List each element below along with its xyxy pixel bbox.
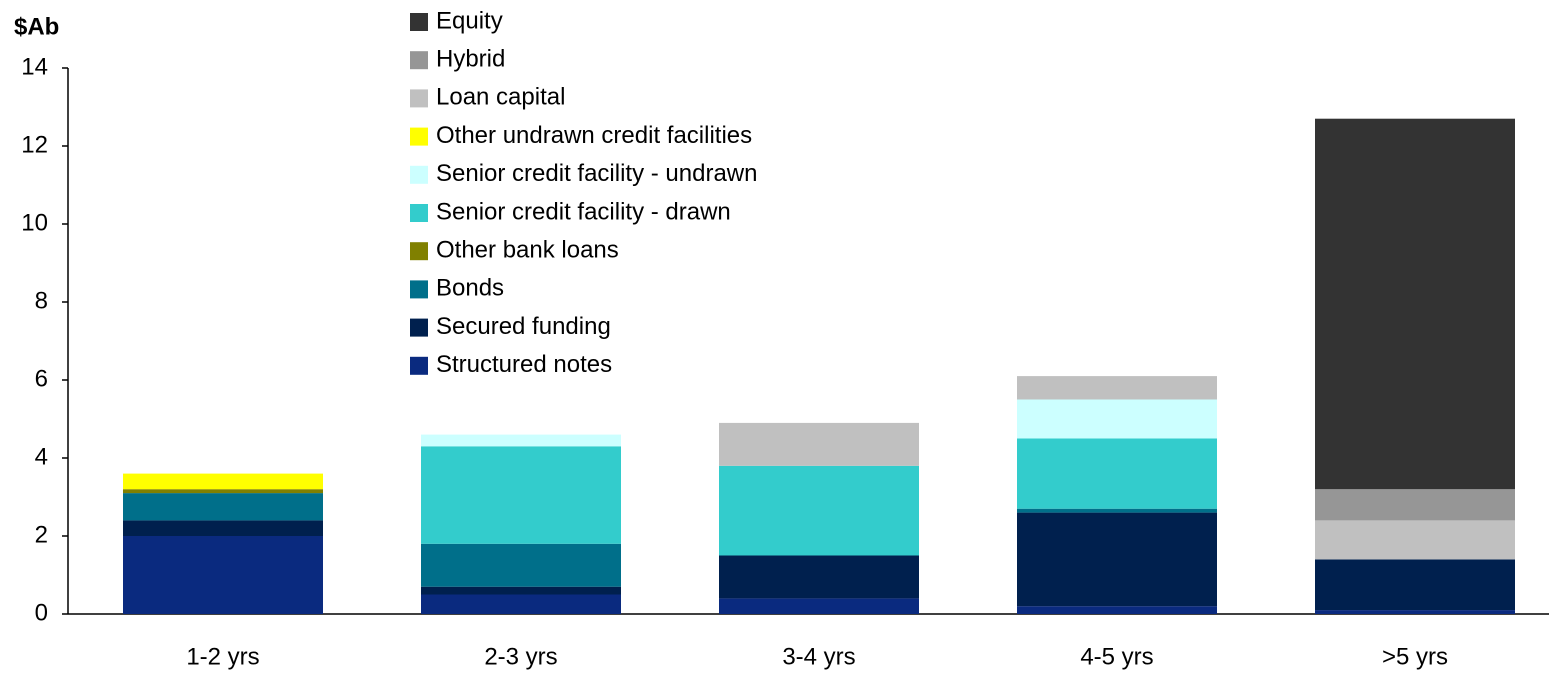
x-tick-label: 2-3 yrs <box>484 643 557 670</box>
bar-segment <box>1315 520 1515 560</box>
bar-segment <box>123 493 323 521</box>
bar-segment <box>1017 376 1217 400</box>
legend-swatch <box>410 280 428 299</box>
bar-segment <box>123 489 323 494</box>
y-tick-label: 4 <box>35 443 48 470</box>
bar-segment <box>421 594 621 614</box>
bar-segment <box>421 543 621 587</box>
bar-segment <box>1315 118 1515 490</box>
legend-label: Bonds <box>436 275 504 302</box>
legend-label: Equity <box>436 7 503 34</box>
bar-segment <box>1017 508 1217 513</box>
bar-segment <box>123 473 323 490</box>
bar-segment <box>1017 399 1217 439</box>
y-axis-label: $Ab <box>14 13 59 40</box>
y-tick-label: 14 <box>21 53 48 80</box>
x-tick-label: 4-5 yrs <box>1080 643 1153 670</box>
legend-label: Senior credit facility - drawn <box>436 198 731 225</box>
legend-swatch <box>410 127 428 146</box>
bar-segment <box>1017 606 1217 614</box>
legend-swatch <box>410 165 428 184</box>
y-tick-label: 8 <box>35 287 48 314</box>
bar-segment <box>1315 559 1515 611</box>
legend-label: Other undrawn credit facilities <box>436 122 752 149</box>
bar-segment <box>719 555 919 599</box>
legend-swatch <box>410 13 428 31</box>
legend-swatch <box>410 318 428 337</box>
y-tick-label: 2 <box>35 521 48 548</box>
bar-segment <box>123 520 323 536</box>
bar-segment <box>123 536 323 614</box>
legend-label: Structured notes <box>436 351 612 378</box>
y-tick-label: 12 <box>21 131 48 158</box>
x-tick-label: >5 yrs <box>1382 643 1448 670</box>
legend-label: Senior credit facility - undrawn <box>436 160 757 187</box>
legend-swatch <box>410 242 428 261</box>
bar-segment <box>719 465 919 556</box>
bar-segment <box>1017 438 1217 509</box>
x-tick-label: 1-2 yrs <box>186 643 259 670</box>
x-tick-label: 3-4 yrs <box>782 643 855 670</box>
bar-segment <box>1315 610 1515 614</box>
legend-swatch <box>410 356 428 375</box>
legend-label: Secured funding <box>436 313 611 340</box>
bar-segment <box>1017 512 1217 607</box>
bar-segment <box>1315 489 1515 521</box>
bar-segment <box>719 422 919 466</box>
legend-swatch <box>410 89 428 108</box>
y-tick-label: 0 <box>35 599 48 626</box>
bar-segment <box>421 446 621 544</box>
legend-label: Other bank loans <box>436 237 619 264</box>
bar-segment <box>719 598 919 614</box>
bar-segment <box>421 434 621 447</box>
bar-segment <box>421 586 621 595</box>
legend-swatch <box>410 204 428 222</box>
legend-swatch <box>410 51 428 70</box>
legend-label: Hybrid <box>436 46 505 73</box>
y-tick-label: 6 <box>35 365 48 392</box>
y-tick-label: 10 <box>21 209 48 236</box>
legend-label: Loan capital <box>436 84 565 111</box>
